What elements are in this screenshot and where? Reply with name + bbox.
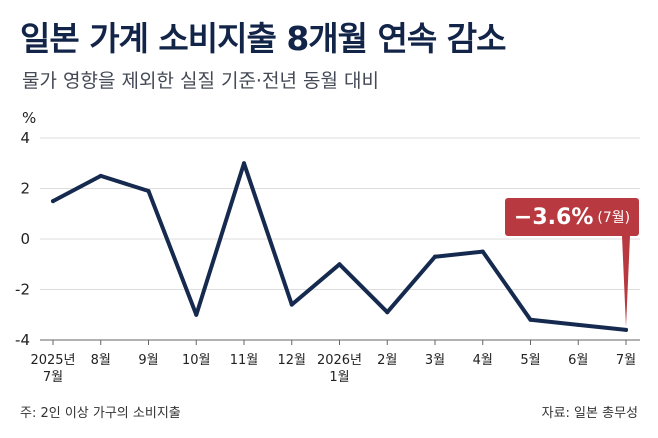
data-point: [385, 310, 390, 315]
y-unit-label: %: [22, 109, 36, 127]
callout-pointer: [622, 236, 630, 327]
source-note: 자료: 일본 총무성: [541, 406, 638, 421]
data-point: [194, 312, 199, 317]
latest-value-callout: −3.6% (7월): [505, 198, 639, 236]
data-point: [51, 199, 55, 204]
data-point: [98, 173, 103, 178]
x-tick-label: 12월: [277, 353, 306, 368]
footnote: 주: 2인 이상 가구의 소비지출: [20, 406, 181, 421]
data-point: [289, 302, 294, 307]
x-tick-label: 7월: [616, 353, 636, 368]
page-title: 일본 가계 소비지출 8개월 연속 감소: [20, 19, 506, 58]
x-tick-label: 2025년 7월: [30, 353, 75, 385]
data-point: [480, 249, 485, 254]
x-tick-label: 11월: [230, 353, 259, 368]
callout-period: (7월): [597, 210, 631, 226]
data-point: [242, 161, 246, 166]
data-point: [337, 262, 342, 267]
y-tick-label: -2: [15, 281, 30, 299]
y-tick-label: 4: [20, 129, 30, 147]
x-tick-label: 4월: [473, 353, 493, 368]
x-tick-label: 9월: [138, 353, 158, 368]
data-point: [576, 322, 581, 327]
x-tick-label: 8월: [91, 353, 111, 368]
x-tick-label: 3월: [425, 353, 445, 368]
x-tick-label: 2월: [377, 353, 397, 368]
y-tick-label: -4: [15, 331, 30, 349]
page-subtitle: 물가 영향을 제외한 실질 기준·전년 동월 대비: [22, 70, 379, 92]
x-tick-label: 10월: [182, 353, 211, 368]
data-point: [146, 189, 151, 194]
data-point: [433, 254, 437, 259]
x-tick-label: 5월: [520, 353, 540, 368]
data-point: [528, 317, 533, 322]
y-tick-label: 0: [20, 230, 30, 248]
y-tick-label: 2: [20, 180, 30, 198]
x-tick-label: 6월: [568, 353, 588, 368]
x-tick-label: 2026년 1월: [317, 353, 362, 385]
callout-value: −3.6%: [513, 204, 594, 230]
data-point: [624, 327, 628, 332]
